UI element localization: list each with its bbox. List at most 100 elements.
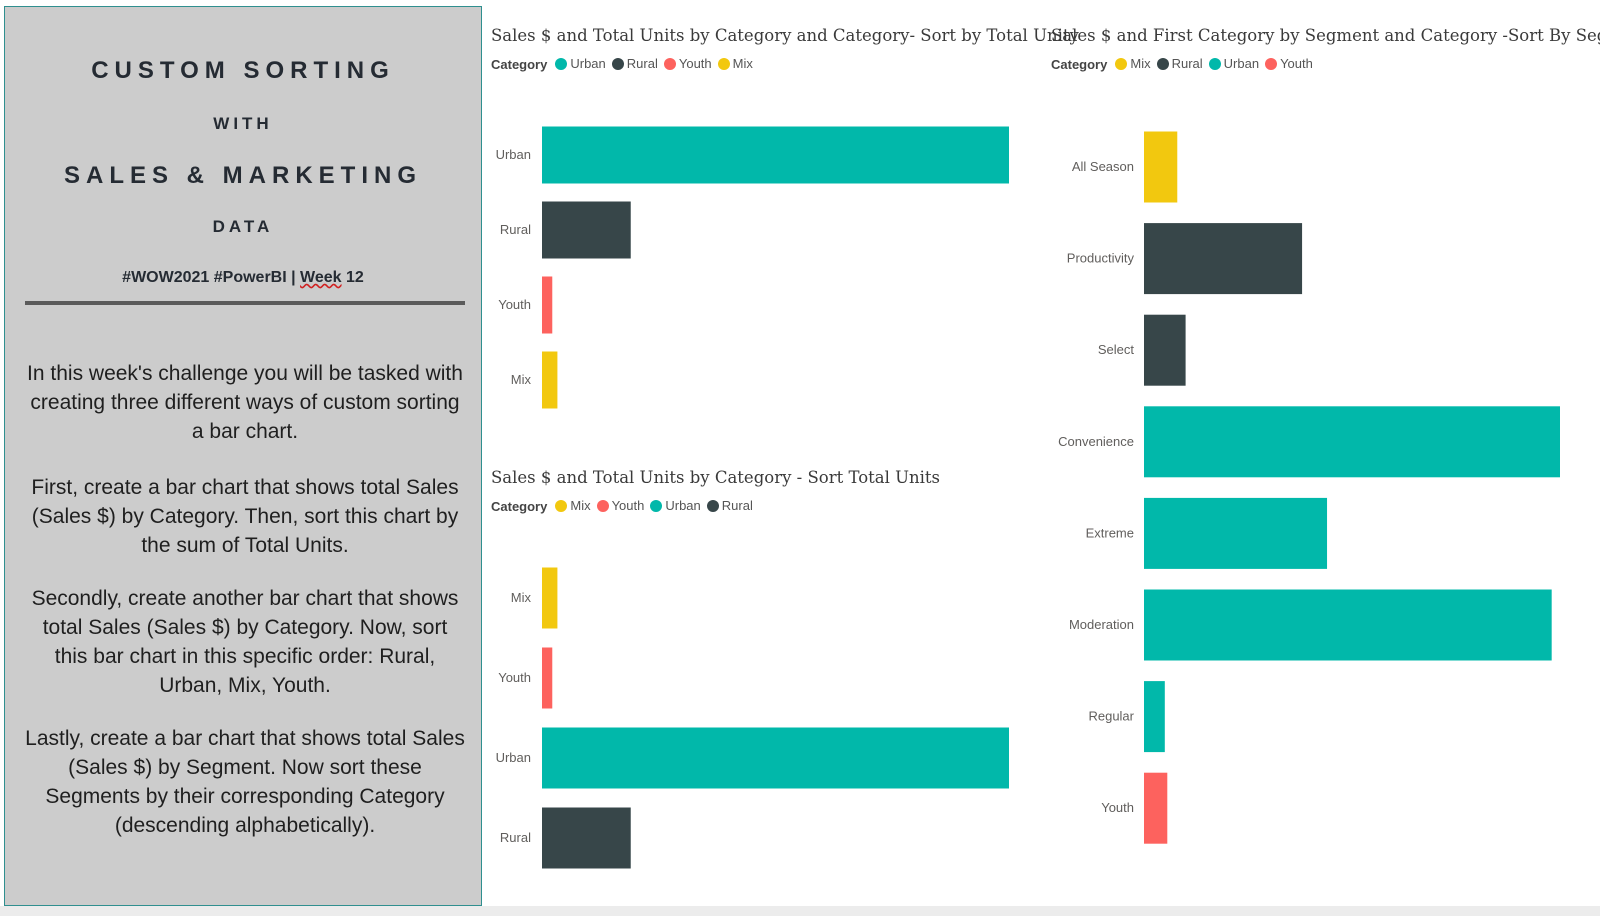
legend-items: Urban Rural Youth Mix (555, 56, 759, 73)
bar-urban[interactable] (542, 126, 1009, 184)
legend-dot (555, 499, 568, 512)
category-label-urban: Urban (496, 147, 531, 162)
legend-item-youth[interactable]: Youth (1265, 56, 1313, 71)
chart-legend: Category Mix Youth Urban Rural (491, 498, 759, 515)
bottom-scroll-strip (0, 906, 1600, 916)
legend-label: Rural (721, 498, 753, 513)
chart-sort-by-segment[interactable]: Sales $ and First Category by Segment an… (1051, 26, 1600, 856)
legend-label: Youth (611, 498, 645, 513)
legend-dot (596, 499, 609, 512)
chart-legend: Category Mix Rural Urban Youth (1051, 56, 1319, 73)
hashtags: #WOW2021 #PowerBI | (122, 269, 301, 286)
chart-legend: Category Urban Rural Youth Mix (491, 56, 759, 73)
legend-item-mix[interactable]: Mix (1115, 56, 1151, 71)
bar-extreme[interactable] (1144, 497, 1328, 569)
legend-item-urban[interactable]: Urban (555, 56, 606, 71)
legend-title: Category (491, 498, 548, 514)
legend-item-youth[interactable]: Youth (663, 56, 712, 71)
bar-youth[interactable] (542, 647, 553, 709)
bar-regular[interactable] (1144, 681, 1165, 753)
bar-moderation[interactable] (1144, 589, 1552, 661)
category-label-rural: Rural (500, 222, 531, 237)
legend-item-mix[interactable]: Mix (555, 498, 591, 513)
hashtag-line: #WOW2021 #PowerBI | Week 12 (5, 269, 481, 287)
category-label-youth: Youth (498, 670, 531, 685)
chart-sort-total-units[interactable]: Sales $ and Total Units by Category - So… (491, 468, 1021, 888)
bar-youth[interactable] (1144, 772, 1168, 844)
legend-label: Mix (1130, 56, 1151, 71)
legend-title: Category (1051, 56, 1108, 72)
category-label-select: Select (1098, 342, 1135, 357)
category-label-youth: Youth (498, 297, 531, 312)
category-label-urban: Urban (496, 750, 531, 765)
legend-label: Urban (570, 56, 606, 71)
legend-items: Mix Rural Urban Youth (1115, 56, 1319, 73)
panel-title-line-3: SALES & MARKETING (63, 162, 422, 189)
legend-item-urban[interactable]: Urban (1208, 56, 1260, 71)
legend-item-rural[interactable]: Rural (611, 56, 658, 71)
bar-plot[interactable]: Urban Rural Youth Mix (491, 86, 1021, 446)
instruction-paragraph-3: Secondly, create another bar chart that … (31, 587, 459, 697)
bar-convenience[interactable] (1144, 406, 1560, 478)
category-label-mix: Mix (511, 372, 532, 387)
panel-title-line-1: CUSTOM SORTING (91, 57, 395, 84)
bar-urban[interactable] (542, 727, 1009, 789)
chart-sort-by-total-units[interactable]: Sales $ and Total Units by Category and … (491, 26, 1079, 426)
bar-rural[interactable] (542, 807, 631, 869)
legend-dot (663, 57, 676, 70)
legend-dot (555, 57, 568, 70)
legend-dot (1156, 57, 1169, 70)
category-label-all-season: All Season (1072, 159, 1134, 174)
panel-divider (25, 301, 465, 305)
bar-all-season[interactable] (1144, 131, 1178, 203)
legend-dot (1208, 57, 1221, 70)
bar-youth[interactable] (542, 276, 553, 334)
legend-items: Mix Youth Urban Rural (555, 498, 759, 515)
panel-title-line-2: WITH (213, 114, 273, 133)
legend-label: Rural (626, 56, 658, 71)
chart-title: Sales $ and First Category by Segment an… (1051, 26, 1600, 45)
legend-dot (706, 499, 719, 512)
category-label-convenience: Convenience (1058, 434, 1134, 449)
legend-dot (611, 57, 624, 70)
bar-productivity[interactable] (1144, 223, 1303, 295)
bar-mix[interactable] (542, 567, 558, 629)
category-label-productivity: Productivity (1067, 251, 1135, 266)
instruction-paragraph-2: First, create a bar chart that shows tot… (31, 476, 459, 557)
legend-label: Mix (732, 56, 753, 71)
bar-select[interactable] (1144, 314, 1186, 386)
instruction-paragraph-4: Lastly, create a bar chart that shows to… (25, 727, 465, 837)
legend-label: Mix (570, 498, 591, 513)
legend-item-rural[interactable]: Rural (706, 498, 753, 513)
legend-item-rural[interactable]: Rural (1156, 56, 1203, 71)
instructions-panel: CUSTOM SORTING WITH SALES & MARKETING DA… (4, 6, 482, 906)
legend-dot (1265, 57, 1278, 70)
category-label-extreme: Extreme (1086, 525, 1134, 540)
legend-label: Urban (665, 498, 701, 513)
bar-plot[interactable]: Mix Youth Urban Rural (491, 528, 1021, 888)
legend-label: Rural (1171, 56, 1203, 71)
bar-rural[interactable] (542, 201, 631, 259)
legend-title: Category (491, 56, 548, 72)
bar-mix[interactable] (542, 351, 558, 409)
legend-dot (1115, 57, 1128, 70)
bar-plot[interactable]: All Season Productivity Select Convenience E… (1051, 86, 1596, 886)
legend-item-urban[interactable]: Urban (650, 498, 701, 513)
week-word: Week (300, 269, 342, 286)
panel-title-line-4: DATA (212, 217, 274, 236)
legend-dot (650, 499, 663, 512)
legend-label: Youth (1280, 56, 1313, 71)
category-label-mix: Mix (511, 590, 532, 605)
legend-item-mix[interactable]: Mix (717, 56, 753, 71)
category-label-regular: Regular (1088, 709, 1134, 724)
chart-title: Sales $ and Total Units by Category and … (491, 26, 1079, 45)
chart-title: Sales $ and Total Units by Category - So… (491, 468, 941, 487)
category-label-rural: Rural (500, 830, 531, 845)
legend-item-youth[interactable]: Youth (596, 498, 645, 513)
legend-label: Youth (678, 56, 712, 71)
legend-dot (717, 57, 730, 70)
week-number: 12 (341, 269, 364, 286)
instruction-paragraph-1: In this week's challenge you will be tas… (27, 362, 463, 443)
legend-label: Urban (1223, 56, 1260, 71)
